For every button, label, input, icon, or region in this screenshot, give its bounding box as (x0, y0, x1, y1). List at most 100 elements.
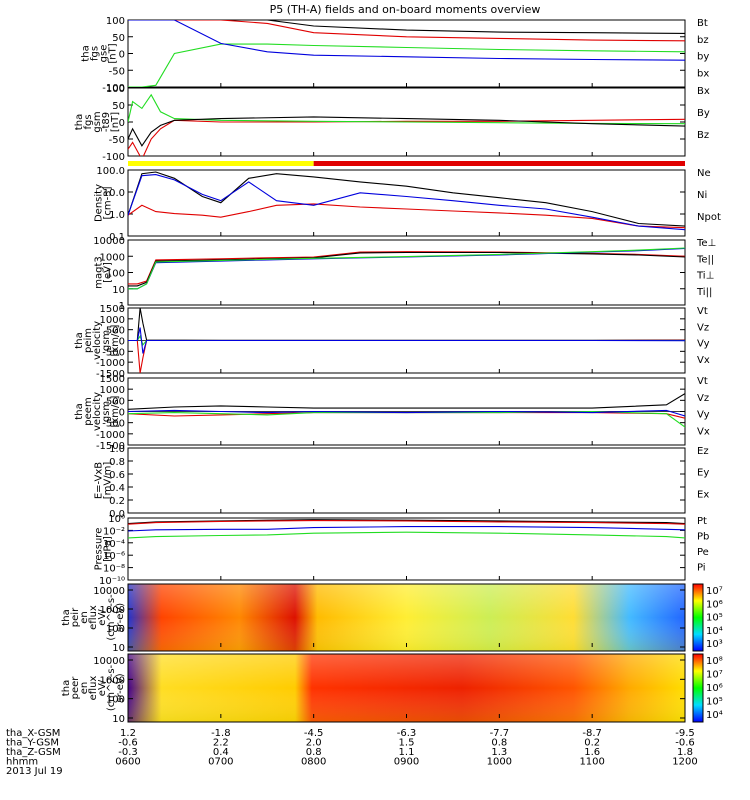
peer-spectrogram-ytick-label: 10 (112, 714, 125, 725)
mode-bar-segment (313, 161, 685, 166)
peir-spectrogram-colorbar-label: 10³ (706, 639, 723, 650)
pressure-ytick-label: 10⁻⁶ (103, 551, 125, 562)
peim-velocity-ytick-label: 1000 (100, 315, 125, 326)
pressure-ytick-label: 10⁻² (103, 526, 125, 537)
peim-velocity-ylabel-line: [km/s] (110, 324, 121, 356)
efield-ytick-label: 0.8 (109, 457, 125, 468)
peem-velocity-ytick-label: 500 (106, 396, 125, 407)
peir-spectrogram-frame (127, 583, 686, 652)
fgs-gsm-ytick-label: 100 (106, 84, 125, 95)
fgs-gse-ytick-label: 0 (119, 50, 125, 61)
peir-spectrogram-ylabel-line: sr-eV) (115, 603, 126, 632)
peim-velocity-legend-Vx: Vx (697, 355, 710, 366)
footer-value: 0900 (394, 757, 419, 768)
peer-spectrogram-ylabel-line: (cm^2-s- (106, 664, 117, 711)
footer-ephemeris: tha_X-GSM 1.2 -1.8 -4.5 -6.3 -7.7 -8.7 -9.5 tha_… (6, 728, 698, 777)
temperature-ylabel-line: [eV] (103, 262, 114, 283)
peim-velocity-ytick-label: 500 (106, 326, 125, 337)
peim-velocity-ylabel-line: gsm (101, 330, 112, 351)
fgs-gse-ytick-label: -50 (109, 66, 125, 77)
peim-velocity-ytick-label: 1500 (100, 304, 125, 315)
fgs-gsm-series-Bz (128, 116, 685, 147)
fgs-gse-ylabel-line: tha (81, 45, 92, 61)
density-ytick-label: 0.1 (109, 232, 125, 243)
density-legend-Npot: Npot (697, 212, 721, 223)
footer-row-label: tha_Z-GSM (6, 747, 61, 758)
density-series-Ne (128, 203, 685, 229)
peer-spectrogram-ylabel-line: tha (61, 680, 72, 696)
fgs-gse-ytick-label: 50 (112, 33, 125, 44)
footer-value: 0.8 (306, 747, 322, 758)
footer-value: 1000 (487, 757, 512, 768)
peer-spectrogram-panel: 10000 1000 100 10 thapeerenefluxeV/(cm^2-s-s… (61, 653, 723, 725)
mode-bar-segment (128, 161, 314, 166)
peem-velocity-legend-Vx: Vx (697, 426, 710, 437)
footer-value: -6.3 (397, 728, 417, 739)
peer-spectrogram-colorbar (692, 653, 704, 723)
footer-value: -0.3 (118, 747, 138, 758)
footer-value: -9.5 (675, 728, 695, 739)
peer-spectrogram-shade (128, 654, 685, 722)
pressure-ytick-label: 10⁰ (108, 514, 125, 525)
pressure-ylabel-line: Pressure (94, 528, 105, 571)
peem-velocity-ytick-label: 1000 (100, 385, 125, 396)
footer-value: 1.1 (399, 747, 415, 758)
peer-spectrogram-colorbar-label: 10⁴ (706, 710, 723, 721)
pressure-series-Pb (128, 520, 685, 525)
fgs-gse-legend-by: by (697, 52, 709, 63)
efield-legend-Ex: Ex (697, 489, 709, 500)
fgs-gsm-legend-By: By (697, 108, 710, 119)
temperature-ytick-label: 1000 (100, 252, 125, 263)
fgs-gse-series-by (128, 43, 685, 87)
temperature-series-Ti-- (128, 247, 685, 290)
footer-value: 0700 (208, 757, 233, 768)
temperature-ytick-label: 100 (106, 269, 125, 280)
efield-ytick-label: 1.0 (109, 444, 125, 455)
peem-velocity-ylabel-line: gsm (101, 401, 112, 422)
peer-spectrogram-ytick-label: 100 (106, 695, 125, 706)
footer-value: 2.0 (306, 738, 322, 749)
footer-row-label: tha_Y-GSM (6, 738, 59, 749)
peem-velocity-ylabel-line: [km/s] (110, 395, 121, 427)
peim-velocity-series-Vt (128, 308, 685, 342)
peir-spectrogram-colorbar-label: 10⁴ (706, 626, 723, 637)
fgs-gse-ylabel-line: gse (99, 45, 110, 63)
pressure-legend-Pt: Pt (697, 516, 707, 527)
pressure-ylabel-line: [nPa] (103, 536, 114, 562)
footer-date: 2013 Jul 19 (6, 766, 63, 777)
footer-value: 1.3 (491, 747, 507, 758)
peim-velocity-ytick-label: -500 (102, 347, 125, 358)
fgs-gse-ytick-label: -100 (102, 83, 125, 94)
fgs-gsm-ylabel-line: tha (74, 114, 85, 130)
pressure-series-Pi (128, 526, 685, 532)
peem-velocity-ylabel-line: tha (74, 403, 85, 419)
footer-value: 1.6 (584, 747, 600, 758)
peir-spectrogram-ylabel-line: eV/ (97, 609, 108, 626)
peim-velocity-legend-Vz: Vz (697, 322, 709, 333)
pressure-ytick-label: 10⁻⁸ (103, 564, 125, 575)
temperature-frame (127, 239, 686, 306)
peir-spectrogram-colorbar (692, 583, 704, 652)
temperature-ytick-label: 10000 (93, 236, 125, 247)
peer-spectrogram-colorbar-label: 10⁶ (706, 683, 723, 694)
peer-spectrogram-ytick-label: 10000 (93, 656, 125, 667)
density-legend-Ni: Ni (697, 190, 707, 201)
peem-velocity-ytick-label: 1500 (100, 374, 125, 385)
temperature-panel: 10000 1000 100 10 1 magt3[eV] Te⊥ Te|| Ti⊥ Ti|| (93, 236, 716, 312)
peer-spectrogram-ylabel-line: en (79, 682, 90, 695)
peim-velocity-series-Vz (128, 339, 685, 373)
density-ylabel-line: Density (94, 184, 105, 222)
peer-spectrogram-ytick-label: 1000 (100, 675, 125, 686)
efield-legend-Ey: Ey (697, 468, 709, 479)
peer-spectrogram-frame (127, 653, 686, 723)
fgs-gsm-ytick-label: -50 (109, 135, 125, 146)
peer-spectrogram-ylabel-line: eflux (88, 676, 99, 701)
fgs-gse-ylabel-line: fgs (90, 46, 101, 61)
fgs-gsm-ylabel-line: gsm (92, 111, 103, 132)
footer-value: 0800 (301, 757, 326, 768)
footer-value: 1100 (579, 757, 604, 768)
temperature-legend-Te--: Te|| (696, 254, 714, 265)
fgs-gse-ytick-label: 100 (106, 16, 125, 27)
